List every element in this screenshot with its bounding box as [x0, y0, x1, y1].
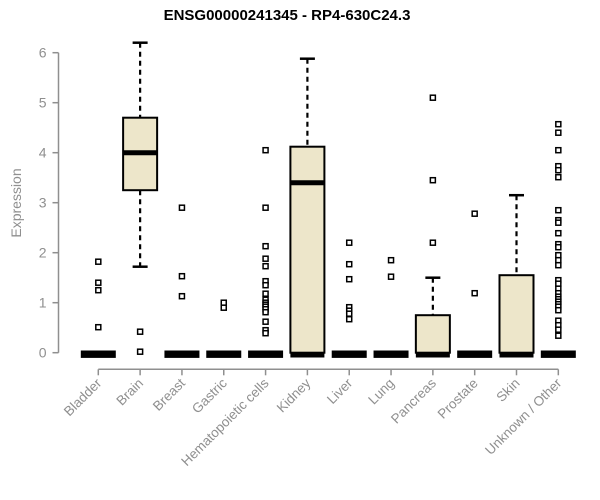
category-label-brain: Brain: [113, 376, 146, 409]
category-label-lung: Lung: [365, 376, 397, 408]
outlier-point: [136, 328, 144, 335]
outlier-point: [95, 323, 102, 331]
outlier-point: [345, 275, 353, 283]
y-tick-label-2: 2: [39, 245, 47, 261]
outlier-point: [555, 166, 562, 174]
outlier-point: [471, 210, 478, 217]
boxplot-skin: [498, 193, 535, 358]
outlier-point: [95, 279, 102, 286]
zero-bar-breast: [164, 350, 200, 358]
zero-bar-lung: [373, 350, 409, 358]
boxplot-liver: [331, 239, 367, 358]
boxplot-kidney: [289, 57, 326, 358]
outlier-point: [555, 243, 562, 251]
boxplot-prostate: [457, 210, 493, 358]
outlier-point: [555, 261, 562, 269]
outlier-point: [429, 94, 437, 101]
outlier-point: [262, 262, 269, 270]
y-tick-label-3: 3: [39, 195, 47, 211]
boxplot-bladder: [80, 258, 116, 358]
outlier-point: [387, 256, 395, 264]
outlier-point: [555, 332, 562, 339]
outlier-point: [555, 306, 562, 314]
zero-bar-gastric: [206, 350, 242, 358]
outlier-point: [262, 281, 269, 289]
outlier-point: [345, 315, 353, 323]
outlier-point: [555, 206, 562, 214]
boxplot-lung: [373, 256, 409, 358]
outlier-point: [555, 120, 562, 128]
zero-bar-bladder: [80, 350, 116, 358]
boxplot-gastric: [206, 299, 242, 358]
outlier-point: [471, 289, 478, 297]
outlier-point: [95, 258, 102, 265]
category-label-bladder: Bladder: [61, 375, 105, 419]
zero-bar-prostate: [457, 350, 493, 358]
outlier-point: [555, 326, 562, 333]
y-tick-label-4: 4: [39, 145, 47, 161]
category-label-pancreas: Pancreas: [388, 375, 439, 426]
outlier-point: [136, 348, 144, 355]
outlier-point: [555, 229, 562, 237]
y-tick-label-6: 6: [39, 45, 47, 61]
outlier-point: [178, 272, 186, 280]
outlier-point: [345, 260, 353, 268]
outlier-point: [555, 219, 562, 226]
category-label-kidney: Kidney: [274, 375, 314, 415]
outlier-point: [387, 273, 395, 280]
outlier-point: [262, 308, 269, 316]
y-tick-label-5: 5: [39, 95, 47, 111]
category-label-skin: Skin: [493, 376, 522, 405]
boxplot-brain: [122, 41, 159, 355]
box-skin: [498, 274, 535, 354]
chart-title: ENSG00000241345 - RP4-630C24.3: [163, 7, 411, 24]
outlier-point: [95, 286, 102, 294]
category-label-unknown-other: Unknown / Other: [482, 375, 565, 458]
zero-bar-unknown-other: [540, 350, 576, 358]
category-label-breast: Breast: [150, 375, 188, 413]
y-tick-label-1: 1: [39, 295, 47, 311]
category-label-prostate: Prostate: [435, 376, 481, 422]
outlier-point: [178, 292, 186, 300]
y-tick-label-0: 0: [39, 345, 47, 361]
outlier-point: [178, 204, 186, 211]
outlier-point: [262, 146, 269, 154]
outlier-point: [262, 329, 269, 337]
outlier-point: [429, 239, 437, 246]
category-label-liver: Liver: [324, 375, 356, 407]
outlier-point: [262, 318, 269, 325]
outlier-point: [345, 310, 353, 317]
outlier-point: [262, 204, 269, 211]
outlier-point: [262, 255, 269, 262]
outlier-point: [345, 239, 353, 246]
box-kidney: [289, 145, 326, 354]
outlier-point: [220, 304, 228, 311]
outlier-point: [429, 176, 437, 184]
boxplot-breast: [164, 204, 200, 358]
zero-bar-liver: [331, 350, 367, 358]
outlier-point: [555, 173, 562, 181]
boxplot-hematopoietic-cells: [248, 146, 284, 358]
outlier-point: [555, 129, 562, 136]
zero-bar-hematopoietic-cells: [248, 350, 284, 358]
boxplot-pancreas: [414, 94, 451, 358]
box-pancreas: [414, 314, 451, 354]
boxplot-unknown-other: [540, 120, 576, 358]
outlier-point: [262, 290, 269, 297]
outlier-point: [555, 146, 562, 154]
category-label-gastric: Gastric: [189, 375, 230, 416]
outlier-point: [262, 242, 269, 250]
